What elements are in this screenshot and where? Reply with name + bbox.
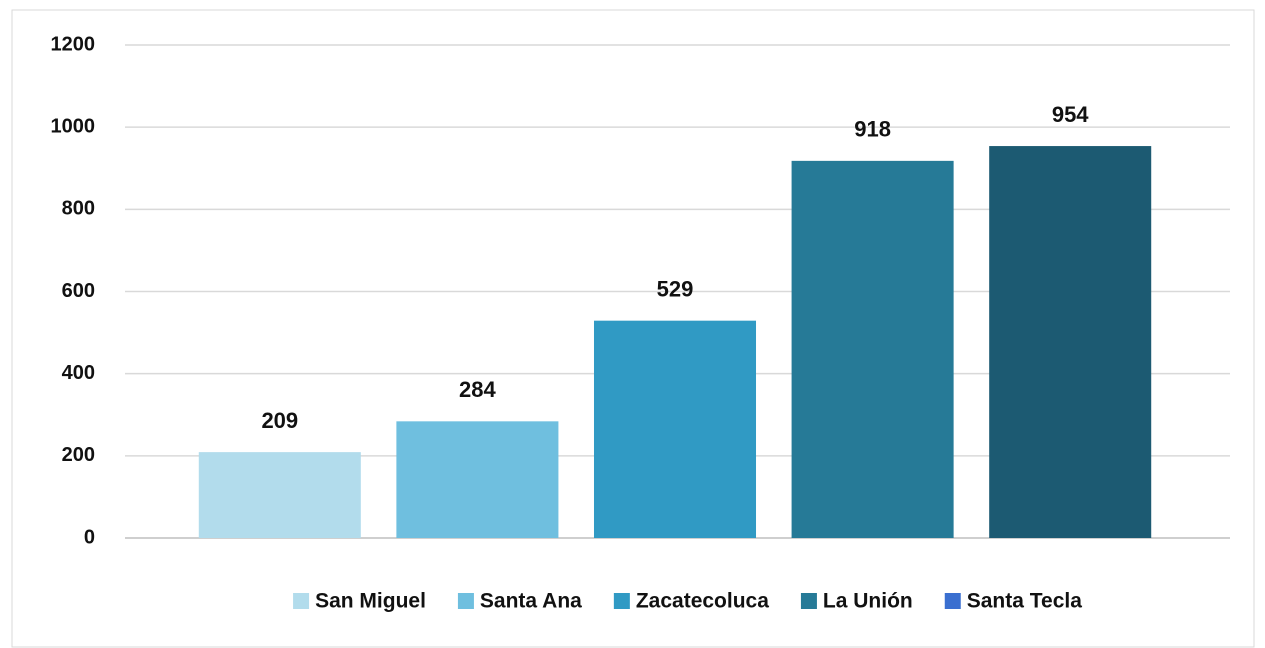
y-tick-label: 1200 (51, 33, 96, 55)
value-label: 209 (261, 408, 298, 433)
legend-label: Santa Ana (480, 590, 582, 613)
bar (989, 146, 1152, 538)
y-tick-label: 0 (84, 526, 95, 548)
legend-swatch (800, 593, 817, 609)
y-tick-label: 200 (62, 444, 95, 466)
y-tick-label: 1000 (51, 115, 96, 137)
legend-label: La Unión (823, 590, 913, 613)
legend-label: Santa Tecla (967, 590, 1082, 613)
bar (198, 452, 361, 538)
value-label: 954 (1052, 102, 1089, 127)
bar (396, 421, 559, 538)
legend-label: San Miguel (315, 590, 426, 613)
y-tick-label: 400 (62, 362, 95, 384)
legend-swatch (944, 593, 961, 609)
value-label: 284 (459, 377, 496, 402)
bar (791, 160, 954, 539)
value-label: 529 (657, 276, 694, 301)
legend-swatch (293, 593, 310, 609)
legend-swatch (613, 593, 630, 609)
chart-frame (11, 9, 1255, 648)
bar (593, 320, 757, 538)
value-label: 918 (854, 117, 891, 142)
legend-swatch (457, 593, 474, 609)
legend-label: Zacatecoluca (636, 590, 769, 613)
y-tick-label: 600 (62, 280, 95, 302)
y-tick-label: 800 (62, 198, 95, 220)
